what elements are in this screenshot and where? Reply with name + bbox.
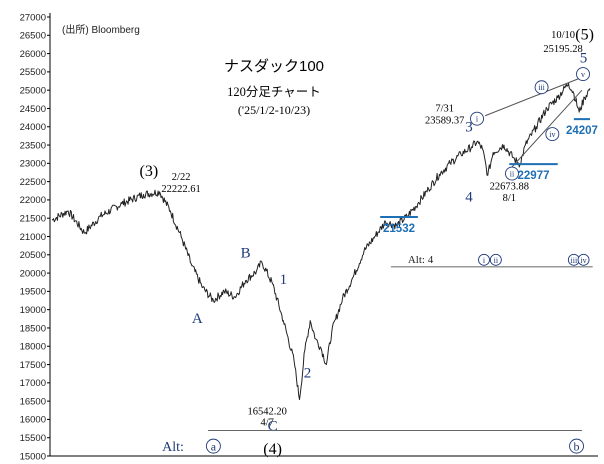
price-annotation: 8/1 — [503, 193, 516, 204]
price-annotation: 16542.20 — [248, 407, 287, 418]
y-tick-label: 17500 — [20, 360, 46, 371]
subwave-circle — [505, 166, 519, 181]
price-annotation: 23589.37 — [425, 115, 464, 126]
alt-mark-label: ii — [494, 256, 499, 265]
subwave-label: ii — [510, 170, 515, 179]
price-series-line — [51, 82, 591, 401]
price-annotation: 25195.28 — [543, 44, 582, 55]
support-level-label: 21532 — [383, 223, 415, 235]
y-tick-label: 25500 — [20, 67, 46, 78]
y-tick-label: 21000 — [20, 232, 46, 243]
upper-trendline — [484, 76, 583, 117]
y-tick-label: 24000 — [20, 122, 46, 133]
y-tick-label: 25000 — [20, 85, 46, 96]
y-tick-label: 23500 — [20, 140, 46, 151]
y-tick-label: 26000 — [20, 49, 46, 60]
wave-label: (4) — [263, 441, 282, 458]
price-annotation: 7/31 — [435, 103, 454, 114]
price-annotation: 2/22 — [172, 172, 191, 183]
y-tick-label: 20000 — [20, 268, 46, 279]
wave-label: A — [192, 311, 203, 327]
y-tick-label: 23000 — [20, 159, 46, 170]
y-tick-label: 16500 — [20, 396, 46, 407]
y-tick-label: 19500 — [20, 287, 46, 298]
support-level-label: 24207 — [566, 125, 598, 137]
chart-title: ナスダック100 — [224, 58, 324, 75]
chart-subtitle: 120分足チャート — [227, 85, 321, 99]
subwave-label: i — [476, 115, 479, 124]
source-label: (出所) Bloomberg — [62, 23, 140, 36]
wave-label: B — [241, 246, 251, 262]
y-tick-label: 21500 — [20, 214, 46, 225]
wave-label: C — [268, 418, 278, 434]
y-tick-label: 24500 — [20, 104, 46, 115]
chart-period: ('25/1/2-10/23) — [238, 103, 310, 117]
alt-row-label: Alt: — [162, 440, 184, 455]
price-annotation: 2 — [304, 365, 312, 381]
alt-mark-circle — [577, 253, 590, 266]
alt-mark-circle — [569, 438, 584, 454]
alt-row-label: Alt: 4 — [408, 254, 434, 266]
alt-mark-circle — [478, 253, 490, 266]
price-annotation: 4/7 — [260, 418, 273, 429]
price-annotation: 3 — [465, 120, 473, 136]
alt-mark-circle — [489, 253, 502, 266]
lower-trendline — [511, 89, 583, 168]
alt-mark-label: i — [483, 256, 486, 265]
alt-mark-label: a — [211, 440, 217, 454]
y-tick-label: 26500 — [20, 31, 46, 42]
alt-mark-label: b — [574, 440, 580, 454]
subwave-label: iv — [549, 130, 555, 139]
alt-mark-label: iv — [580, 256, 586, 265]
subwave-circle — [545, 127, 560, 142]
price-annotation: 5 — [580, 50, 588, 66]
alt-mark-circle — [205, 438, 221, 454]
y-tick-label: 20500 — [20, 250, 46, 261]
subwave-circle — [534, 80, 549, 95]
subwave-label: iii — [538, 83, 545, 92]
y-tick-label: 16000 — [20, 415, 46, 426]
y-tick-label: 17000 — [20, 378, 46, 389]
price-annotation: 22222.61 — [161, 184, 200, 195]
subwave-label: v — [581, 70, 585, 79]
y-tick-label: 27000 — [20, 12, 46, 23]
y-tick-label: 18500 — [20, 323, 46, 334]
subwave-circle — [576, 67, 590, 82]
support-level-label: 22977 — [518, 170, 550, 182]
y-tick-label: 15500 — [20, 433, 46, 444]
y-tick-label: 22500 — [20, 177, 46, 188]
subwave-circle — [470, 111, 484, 126]
price-annotation: 4 — [465, 190, 473, 206]
y-tick-label: 19000 — [20, 305, 46, 316]
alt-mark-label: iii — [571, 256, 578, 265]
wave-label: (5) — [575, 27, 594, 44]
price-annotation: 10/10 — [551, 30, 575, 41]
y-tick-label: 18000 — [20, 342, 46, 353]
y-tick-label: 15000 — [20, 451, 46, 462]
wave-label: (3) — [140, 163, 159, 180]
y-tick-label: 22000 — [20, 195, 46, 206]
price-annotation: 22673.88 — [490, 182, 529, 193]
price-annotation: 1 — [280, 272, 288, 288]
